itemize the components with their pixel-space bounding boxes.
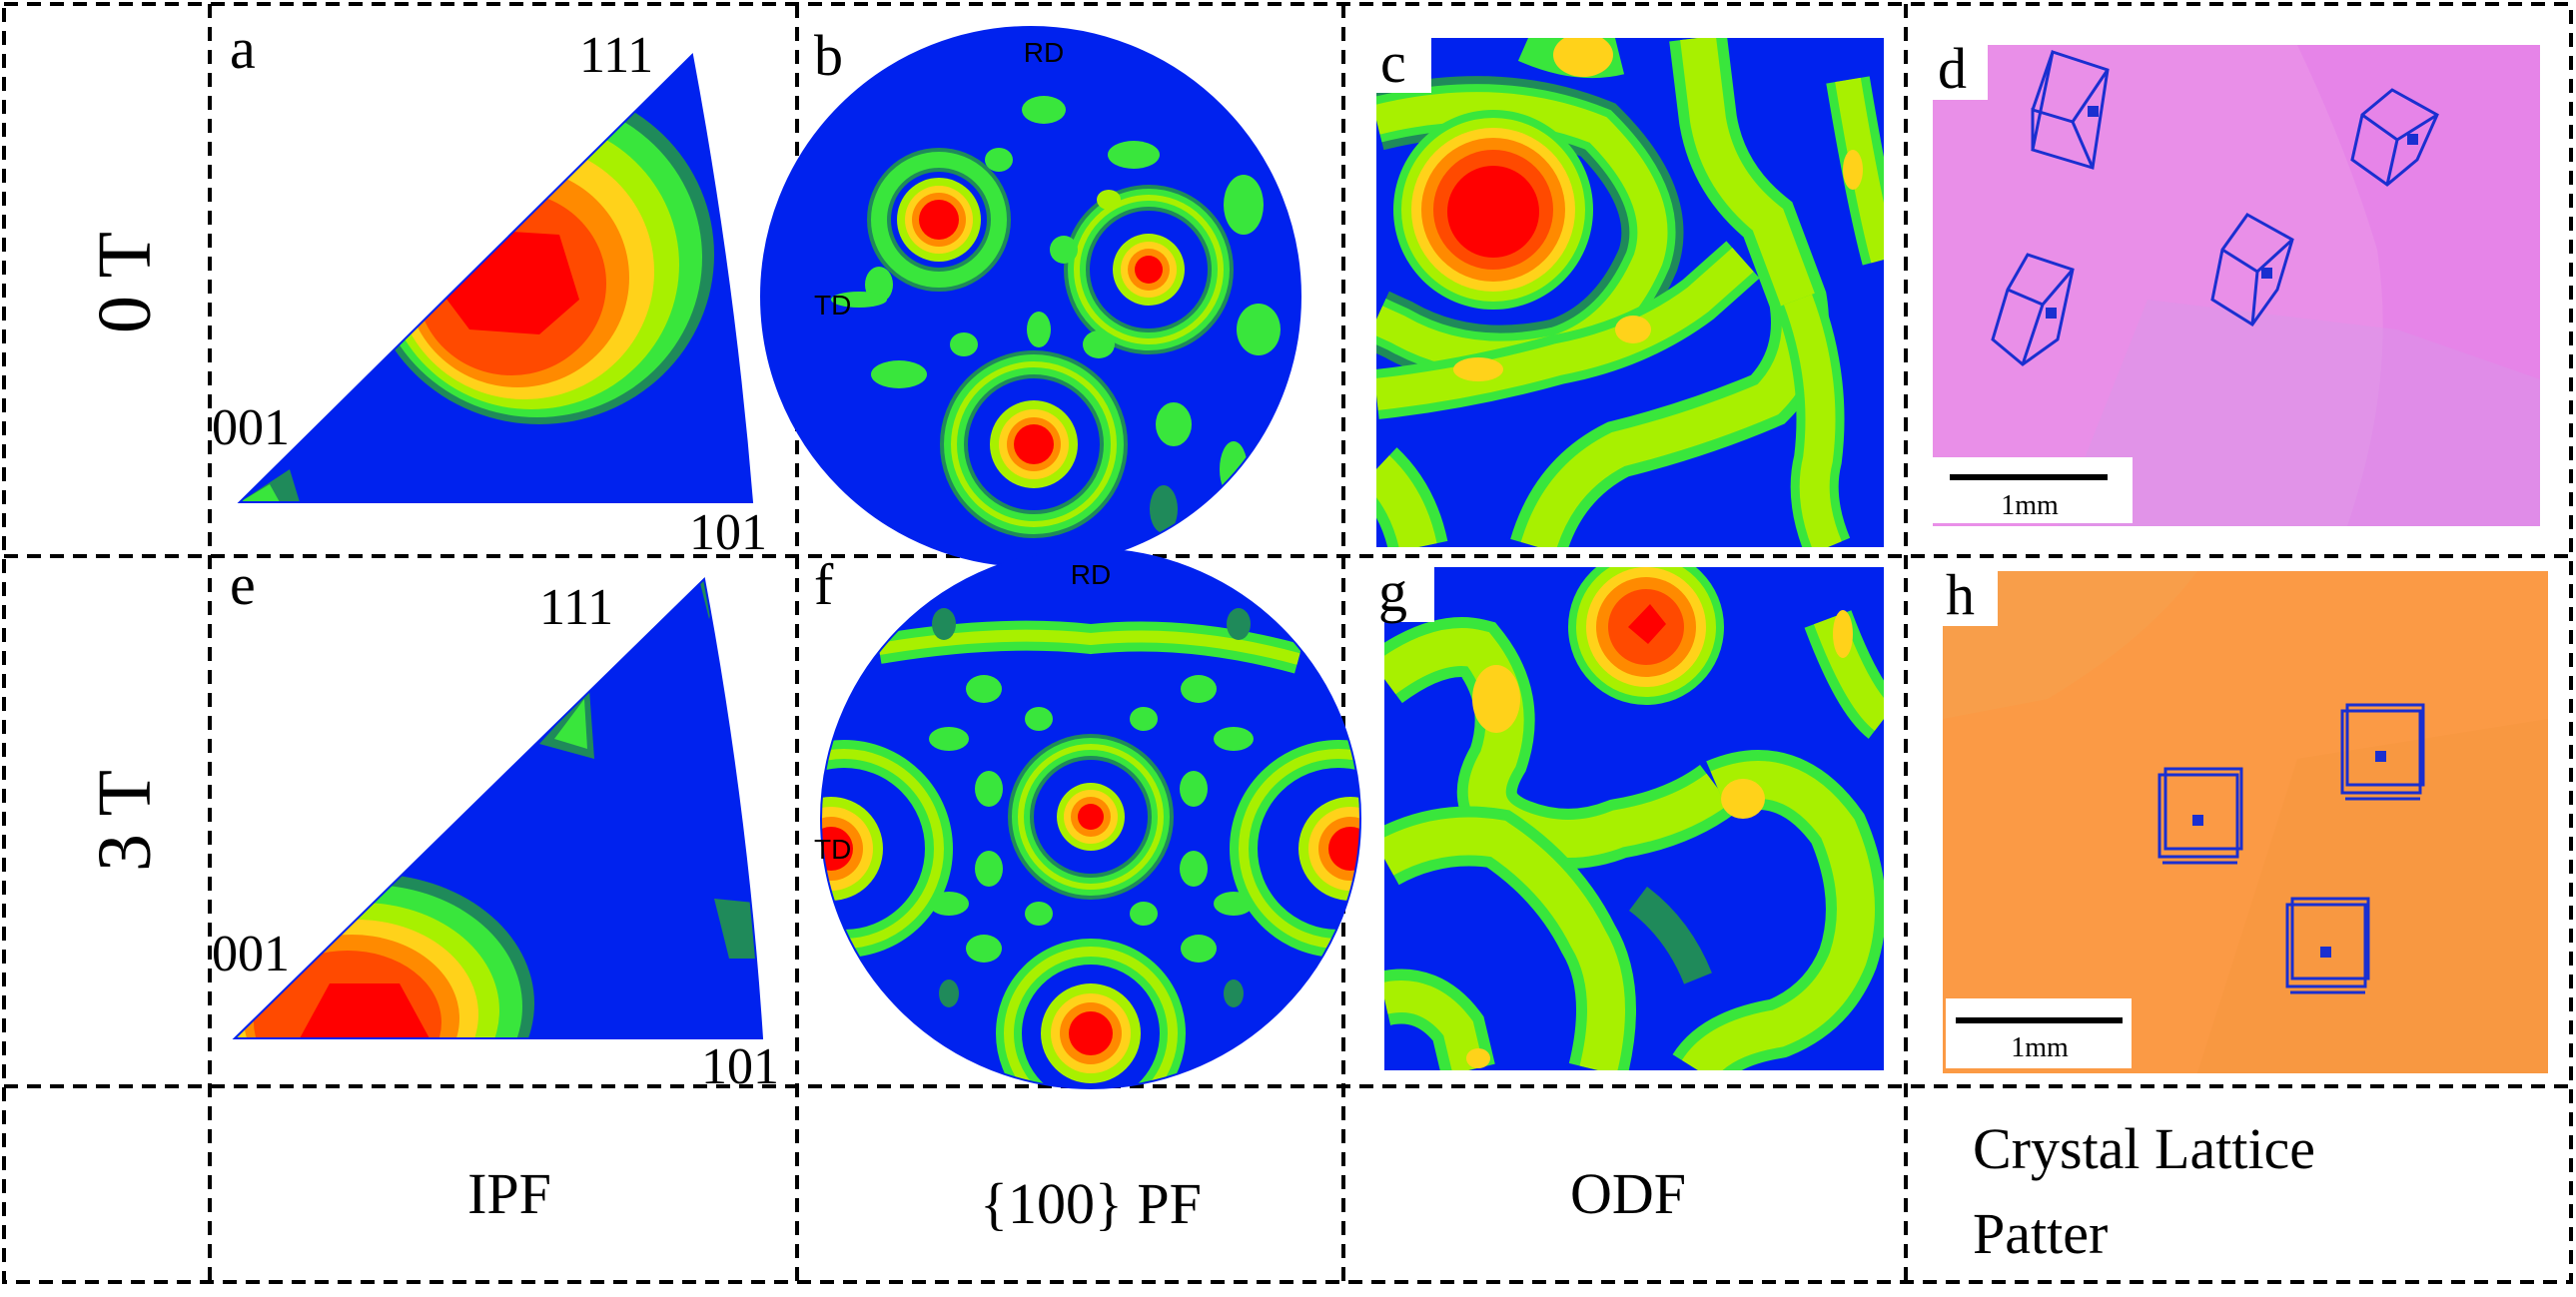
column-label-lattice-1: Crystal Lattice — [1973, 1116, 2315, 1181]
ipf-plot-3t: e 111 001 101 — [212, 552, 779, 1095]
odf-map-3t: g — [1378, 559, 1884, 1070]
ipf-label-111-3t: 111 — [539, 579, 613, 636]
pole-figure-0t: b RD TD — [760, 23, 1301, 567]
panel-letter-b: b — [814, 23, 843, 88]
ipf-label-101: 101 — [689, 504, 767, 561]
ipf-label-111: 111 — [579, 27, 653, 84]
panel-letter-h: h — [1946, 562, 1975, 627]
ipf-label-001-3t: 001 — [212, 926, 290, 982]
pole-figure-3t: f RD TD — [814, 548, 1361, 1089]
column-label-ipf: IPF — [467, 1161, 551, 1226]
ipf-plot-0t: a 111 001 101 — [212, 16, 767, 561]
lattice-map-3t: 1mm h — [1943, 562, 2548, 1073]
panel-letter-g: g — [1378, 559, 1407, 624]
panel-letter-d: d — [1938, 36, 1967, 101]
ipf-label-001: 001 — [212, 399, 290, 456]
row-label-0t: 0 T — [83, 232, 167, 333]
scale-bar-label-0t: 1mm — [2001, 490, 2059, 521]
lattice-map-0t: 1mm d — [1933, 36, 2540, 526]
column-label-lattice-2: Patter — [1973, 1201, 2108, 1266]
odf-map-0t: c — [1376, 30, 1884, 547]
scale-bar-label-3t: 1mm — [2011, 1032, 2069, 1063]
panel-letter-f: f — [814, 552, 834, 617]
panel-letter-e: e — [230, 552, 256, 617]
pf-label-rd-3t: RD — [1071, 559, 1111, 590]
panel-letter-c: c — [1380, 30, 1406, 95]
pf-label-rd: RD — [1024, 37, 1064, 68]
ipf-label-101-3t: 101 — [701, 1038, 779, 1095]
column-label-pf: {100} PF — [980, 1171, 1202, 1236]
pf-label-td-3t: TD — [814, 834, 851, 865]
panel-letter-a: a — [230, 16, 256, 81]
row-label-3t: 3 T — [83, 770, 167, 872]
column-label-odf: ODF — [1570, 1161, 1686, 1226]
pf-label-td: TD — [814, 290, 851, 321]
